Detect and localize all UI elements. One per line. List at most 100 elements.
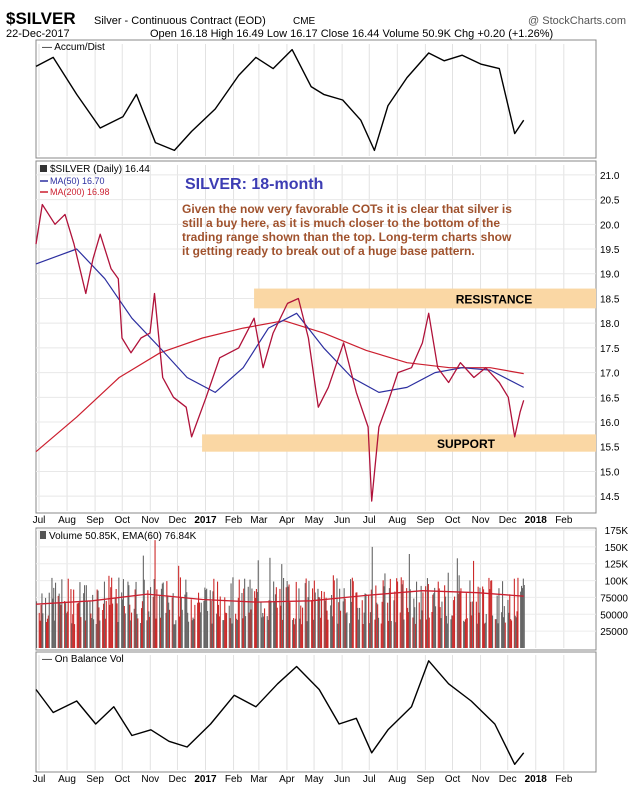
volume-bar <box>206 588 208 648</box>
volume-bar <box>46 618 48 648</box>
volume-bar <box>287 586 289 648</box>
volume-bar <box>247 586 249 648</box>
volume-bar <box>330 605 332 648</box>
volume-bar <box>355 592 357 648</box>
x-axis-month-label: Dec <box>169 515 187 526</box>
volume-bar <box>492 615 494 648</box>
volume-bar <box>187 612 189 648</box>
volume-bar <box>488 577 490 648</box>
volume-bar <box>364 593 366 648</box>
volume-bar <box>361 600 363 648</box>
high-value: 16.49 <box>236 28 264 40</box>
volume-bar <box>451 615 453 648</box>
volume-bar <box>344 598 346 648</box>
volume-bar <box>510 619 512 648</box>
volume-bar <box>153 579 155 648</box>
volume-bar <box>92 594 94 648</box>
price-y-tick-label: 16.5 <box>600 393 620 404</box>
volume-bar <box>148 611 150 648</box>
volume-bar <box>47 615 49 648</box>
volume-bar <box>437 581 439 648</box>
volume-bar <box>400 577 402 648</box>
x-axis-month-label: Nov <box>141 774 159 785</box>
volume-bar <box>464 619 466 648</box>
volume-bar <box>517 577 519 648</box>
volume-bar <box>152 596 154 648</box>
volume-bar <box>312 619 314 648</box>
x-axis-month-label: 2018 <box>525 515 548 526</box>
volume-bar <box>483 589 485 648</box>
x-axis-month-label: Feb <box>225 774 243 785</box>
volume-bar <box>352 581 354 648</box>
volume-bar <box>475 601 477 648</box>
volume-bar <box>204 587 206 648</box>
volume-bar <box>390 621 392 648</box>
volume-bar <box>463 620 465 648</box>
volume-bar <box>508 612 510 648</box>
volume-bar <box>465 593 467 648</box>
volume-bar <box>477 586 479 648</box>
volume-bar <box>217 604 219 648</box>
volume-bar <box>300 605 302 648</box>
volume-y-tick-label: 125K <box>605 560 629 571</box>
volume-bar <box>40 605 42 648</box>
volume-bar <box>282 619 284 648</box>
series-lines <box>35 48 525 765</box>
volume-bar <box>78 602 80 648</box>
volume-bar <box>479 587 481 648</box>
gridlines <box>36 44 596 770</box>
volume-bar <box>241 593 243 648</box>
volume-bar <box>431 612 433 648</box>
volume-y-tick-label: 50000 <box>600 610 628 621</box>
volume-bar <box>149 616 151 648</box>
volume-bar <box>231 623 233 648</box>
volume-bar <box>269 557 271 648</box>
volume-bar <box>251 588 253 648</box>
volume-bar <box>74 624 76 648</box>
obv-panel <box>35 651 597 773</box>
volume-bar <box>460 588 462 648</box>
volume-bar <box>80 617 82 648</box>
volume-bar <box>54 620 56 648</box>
volume-bar <box>188 621 190 648</box>
volume-bar <box>521 585 523 648</box>
volume-bar <box>346 612 348 648</box>
volume-bar <box>230 583 232 648</box>
volume-bar <box>285 587 287 648</box>
volume-bar <box>407 612 409 648</box>
volume-bar <box>362 624 364 648</box>
price-y-tick-label: 19.0 <box>600 270 620 281</box>
volume-bar <box>342 601 344 648</box>
volume-bar <box>255 589 257 648</box>
volume-bar <box>53 587 55 648</box>
accum-dist-line <box>35 48 525 152</box>
volume-y-tick-label: 150K <box>605 543 629 554</box>
volume-bar <box>160 617 162 648</box>
x-axis-month-label: May <box>305 774 324 785</box>
exchange-label: CME <box>293 16 316 27</box>
quote-line: Open 16.18 High 16.49 Low 16.17 Close 16… <box>150 28 553 40</box>
volume-bar <box>415 623 417 648</box>
volume-bar <box>213 578 215 648</box>
volume-y-tick-label: 25000 <box>600 627 628 638</box>
volume-bar <box>371 546 373 648</box>
volume-bar <box>293 618 295 648</box>
volume-bar <box>115 589 117 648</box>
volume-bar <box>319 597 321 648</box>
volume-bar <box>314 592 316 648</box>
volume-bar <box>471 615 473 648</box>
volume-bar <box>283 578 285 648</box>
volume-bar <box>502 581 504 648</box>
volume-bar <box>301 624 303 648</box>
volume-bar <box>359 607 361 648</box>
volume-bar <box>326 610 328 648</box>
volume-bar <box>293 624 295 648</box>
volume-bar <box>179 577 181 648</box>
volume-bar <box>280 605 282 648</box>
volume-bar <box>41 593 43 648</box>
x-axis-month-label: Oct <box>114 515 130 526</box>
volume-bar <box>266 616 268 648</box>
volume-bar <box>393 600 395 648</box>
volume-bar <box>375 585 377 648</box>
volume-bar <box>122 579 124 648</box>
